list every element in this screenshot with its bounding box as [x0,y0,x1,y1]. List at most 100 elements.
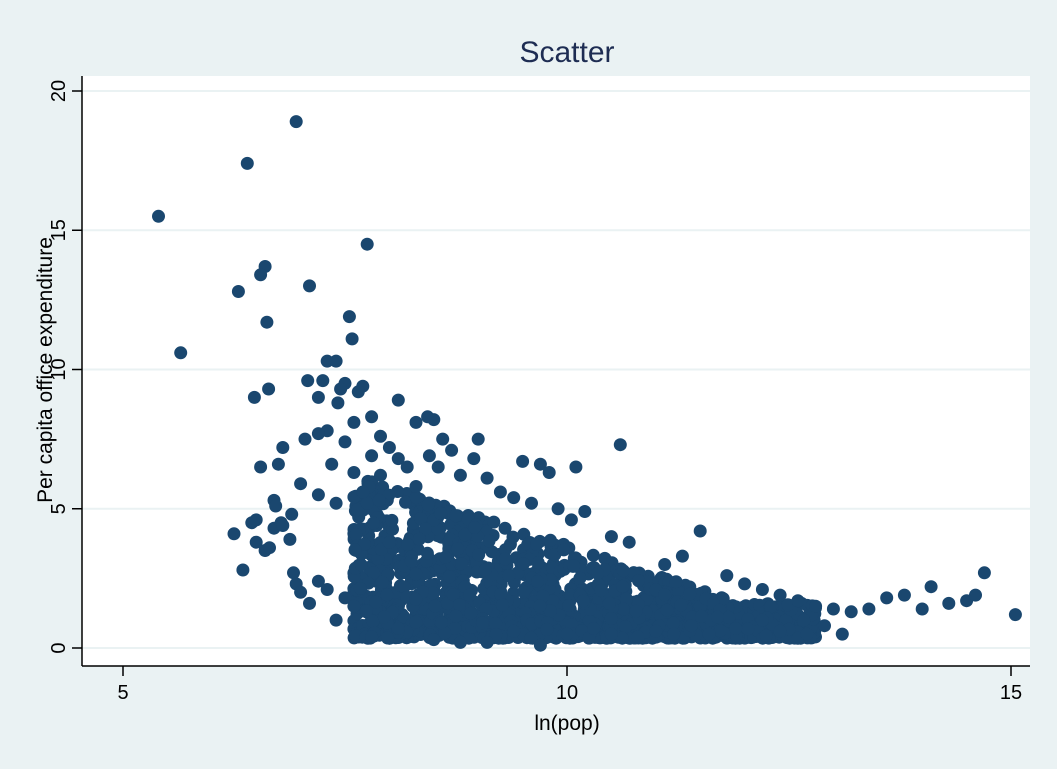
data-point-1559 [594,583,608,597]
data-point-1582 [489,628,503,641]
axes [72,76,1030,676]
data-point-1644 [254,460,268,474]
y-tick-label-3: 15 [48,219,70,241]
data-point-1506 [674,598,688,612]
data-point-1657 [276,519,290,532]
data-point-1388 [494,587,508,601]
data-point-1573 [464,606,478,620]
data-point-1733 [631,630,645,644]
data-point-1557 [357,537,371,551]
data-point-1605 [254,268,268,282]
data-point-1366 [385,513,399,527]
data-point-1586 [713,624,727,638]
data-point-1688 [422,449,436,463]
data-point-1623 [331,396,345,410]
data-point-1499 [349,629,363,643]
data-point-1453 [576,594,590,608]
data-point-1444 [438,626,452,640]
data-point-1230 [543,573,557,587]
data-point-1494 [428,599,442,613]
data-point-1539 [449,509,463,523]
data-point-1652 [249,535,263,549]
data-point-1426 [531,575,545,588]
data-point-1689 [431,460,445,474]
data-point-1603 [240,156,254,170]
y-tick-label-1: 5 [48,503,70,514]
data-point-1640 [533,457,547,471]
data-point-1341 [498,552,512,566]
data-point-1703 [693,524,707,538]
data-point-1601 [174,346,188,360]
data-point-1072 [672,585,685,598]
data-point-1676 [294,477,308,491]
data-point-1714 [880,591,894,605]
data-point-1541 [602,596,616,610]
data-point-1600 [152,209,165,223]
data-point-1727 [755,613,769,627]
data-point-1635 [436,432,450,446]
data-point-1666 [338,591,352,605]
data-point-1639 [516,454,530,468]
data-point-1524 [502,569,516,583]
data-point-1704 [675,549,689,563]
data-point-1425 [557,543,571,557]
data-point-1549 [506,530,520,544]
data-point-1699 [578,505,592,518]
data-point-1691 [453,468,467,482]
data-point-1698 [564,513,578,527]
data-point-1532 [404,554,418,568]
data-point-1613 [345,332,359,346]
x-tick-label-1: 10 [556,682,578,704]
data-point-1405 [536,589,550,603]
data-point-1651 [236,563,250,577]
data-point-1452 [533,599,547,613]
data-point-1695 [507,491,521,505]
data-point-1707 [755,583,769,596]
data-point-1436 [382,536,396,549]
data-point-1648 [227,527,241,541]
data-point-1674 [533,638,547,652]
x-axis-label: ln(pop) [534,712,599,735]
data-point-698 [573,571,587,585]
data-point-1591 [567,559,581,573]
data-point-1662 [303,596,316,610]
data-point-1682 [365,449,379,463]
data-point-1413 [412,532,426,546]
data-point-1670 [427,633,441,647]
data-point-1480 [616,579,630,593]
data-point-1672 [480,635,494,649]
data-point-1687 [409,480,423,493]
data-point-1301 [367,566,381,580]
data-point-1611 [360,237,374,251]
data-point-1429 [495,598,509,612]
data-point-1659 [287,566,300,580]
data-point-1441 [478,563,492,577]
data-point-1694 [493,485,507,499]
data-point-1527 [366,614,380,628]
data-point-1510 [695,609,708,623]
data-point-1734 [604,627,618,641]
data-point-1594 [372,493,386,507]
data-point-1609 [289,115,303,129]
data-point-1576 [449,609,463,623]
data-point-1507 [463,588,477,602]
data-point-1522 [426,586,440,600]
data-point-1631 [338,435,352,449]
data-point-1492 [380,588,394,602]
data-point-945 [349,528,363,541]
data-point-1686 [400,460,414,474]
data-point-1616 [316,374,330,388]
data-point-1710 [809,599,823,613]
data-point-1349 [418,522,432,536]
data-point-1720 [969,588,982,602]
data-point-1323 [562,599,576,612]
data-point-1712 [844,605,858,619]
data-point-1360 [479,602,493,616]
data-point-1268 [482,534,496,548]
data-point-1545 [369,595,383,609]
data-point-1721 [977,566,991,580]
data-point-1493 [438,550,452,564]
data-point-1668 [365,630,379,644]
data-point-1701 [622,535,636,549]
data-point-1555 [722,610,736,624]
